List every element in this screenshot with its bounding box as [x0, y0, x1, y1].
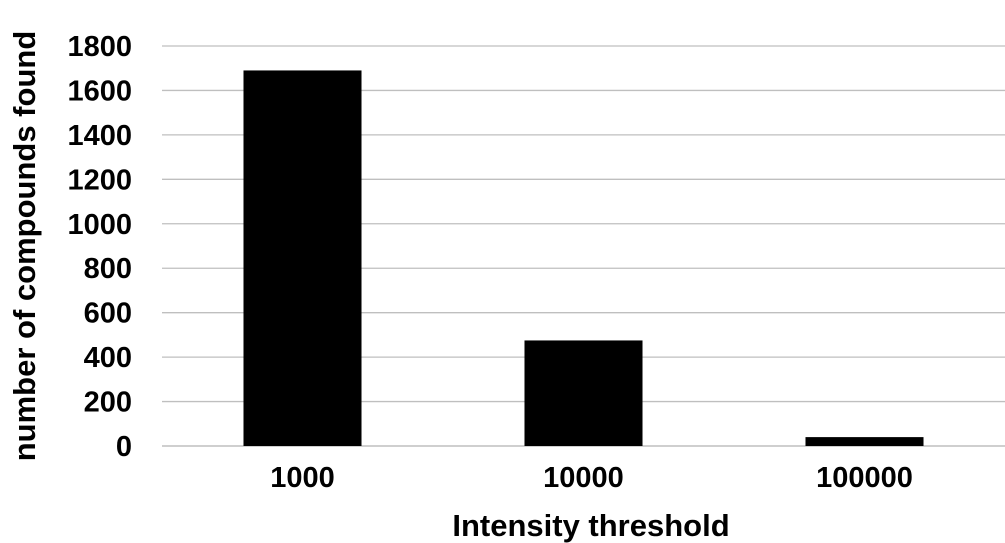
bar-100000	[805, 437, 924, 446]
y-tick-label: 1800	[67, 31, 132, 63]
bar-10000	[524, 340, 643, 446]
y-tick-label: 200	[84, 387, 132, 419]
y-tick-label: 800	[84, 253, 132, 285]
y-axis-tick-labels: 0 200 400 600 800 1000 1200 1400 1600 1800	[67, 31, 132, 463]
bar-1000	[243, 70, 362, 446]
y-tick-label: 1400	[67, 120, 132, 152]
x-tick-label: 10000	[543, 462, 624, 494]
x-tick-label: 100000	[816, 462, 913, 494]
y-tick-label: 400	[84, 342, 132, 374]
y-axis-title: number of compounds found	[7, 31, 42, 462]
x-axis-title: Intensity threshold	[452, 508, 729, 543]
y-tick-label: 1600	[67, 75, 132, 107]
y-tick-label: 0	[116, 431, 132, 463]
y-tick-label: 1000	[67, 209, 132, 241]
y-tick-label: 600	[84, 298, 132, 330]
x-axis-tick-labels: 1000 10000 100000	[270, 462, 913, 494]
y-tick-label: 1200	[67, 164, 132, 196]
x-tick-label: 1000	[270, 462, 335, 494]
bars	[243, 70, 924, 446]
